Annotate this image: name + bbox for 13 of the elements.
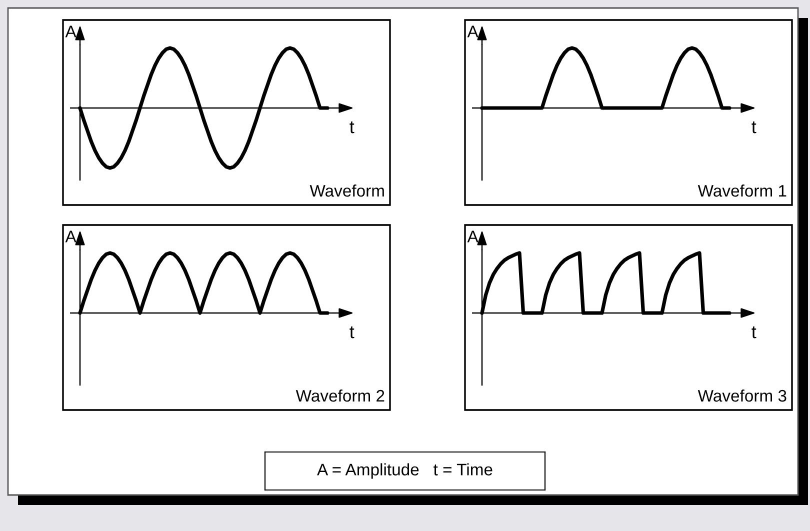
text: A = Amplitude t = Time xyxy=(317,463,492,479)
x-axis-title: t xyxy=(350,326,354,338)
x-axis-title: t xyxy=(752,326,756,338)
text: Waveform 1 xyxy=(698,184,786,197)
x-axis-title: t xyxy=(752,121,756,134)
y-axis-title: A xyxy=(65,230,76,242)
text: Waveform 3 xyxy=(698,389,786,402)
text: Waveform 2 xyxy=(296,389,384,402)
text: Waveform xyxy=(310,184,384,197)
x-axis-title: t xyxy=(350,121,354,134)
y-axis-title: A xyxy=(65,26,76,38)
y-axis-title: A xyxy=(467,26,478,38)
y-axis-title: A xyxy=(467,230,478,242)
